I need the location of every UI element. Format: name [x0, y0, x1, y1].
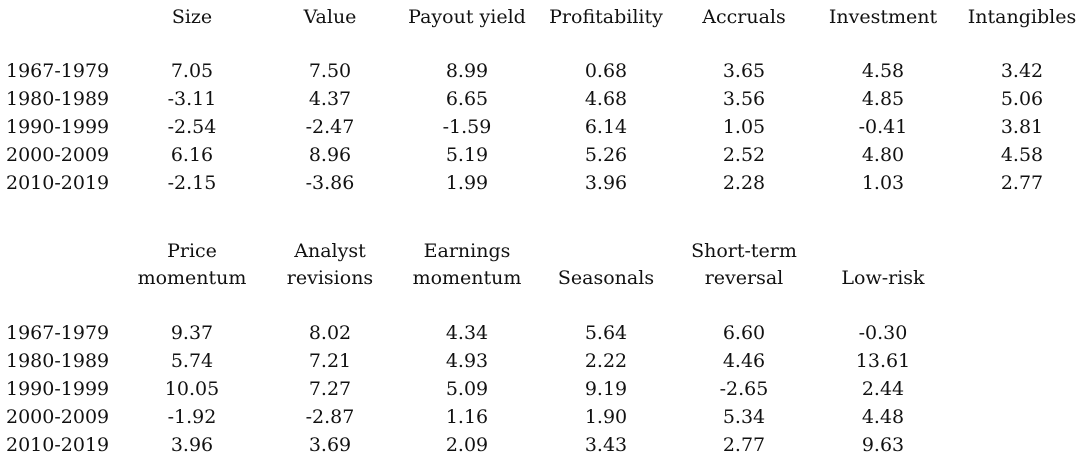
table-cell: -3.86	[305, 172, 355, 194]
table-cell: 0.68	[584, 60, 628, 82]
table-cell: 5.74	[170, 350, 214, 372]
table-cell: 2.28	[722, 172, 766, 194]
row-label: 1980-1989	[6, 88, 110, 110]
column-header-line1: Short-term	[691, 240, 797, 262]
table-cell: 3.65	[722, 60, 766, 82]
column-header-line2: reversal	[704, 267, 784, 289]
table-cell: -2.15	[167, 172, 217, 194]
table-cell: 4.37	[308, 88, 352, 110]
column-header: Payout yield	[408, 6, 526, 28]
table-cell: 1.90	[584, 406, 628, 428]
table-cell: 2.52	[722, 144, 766, 166]
table-cell: 4.80	[861, 144, 905, 166]
table-cell: 9.37	[170, 322, 214, 344]
table-cell: 9.63	[861, 434, 905, 456]
table-cell: 3.96	[170, 434, 214, 456]
column-header-line2: momentum	[137, 267, 247, 289]
column-header: Size	[171, 6, 213, 28]
table-cell: 8.02	[308, 322, 352, 344]
row-label: 1980-1989	[6, 350, 110, 372]
column-header-line2: momentum	[412, 267, 522, 289]
table-cell: 6.14	[584, 116, 628, 138]
table-cell: -1.92	[167, 406, 217, 428]
table-cell: 4.48	[861, 406, 905, 428]
table-cell: 5.06	[1000, 88, 1044, 110]
table-cell: 8.96	[308, 144, 352, 166]
table-cell: 5.64	[584, 322, 628, 344]
column-header-line1: Analyst	[294, 240, 366, 262]
row-label: 1990-1999	[6, 378, 110, 400]
table-cell: 4.58	[1000, 144, 1044, 166]
table-cell: 10.05	[164, 378, 220, 400]
table-cell: 2.77	[1000, 172, 1044, 194]
table-cell: 7.27	[308, 378, 352, 400]
column-header-line1: Price	[167, 240, 217, 262]
column-header: Intangibles	[967, 6, 1077, 28]
row-label: 2000-2009	[6, 406, 110, 428]
table-cell: 3.56	[722, 88, 766, 110]
table-cell: 3.43	[584, 434, 628, 456]
table-cell: 5.34	[722, 406, 766, 428]
column-header: Profitability	[549, 6, 663, 28]
table-cell: 9.19	[584, 378, 628, 400]
table-cell: -2.87	[305, 406, 355, 428]
table-cell: 4.46	[722, 350, 766, 372]
table-cell: 1.03	[861, 172, 905, 194]
table-cell: 6.65	[445, 88, 489, 110]
table-cell: 2.09	[445, 434, 489, 456]
row-label: 2000-2009	[6, 144, 110, 166]
row-label: 1967-1979	[6, 322, 110, 344]
table-cell: 4.93	[445, 350, 489, 372]
table-cell: -0.41	[858, 116, 908, 138]
table-cell: 5.26	[584, 144, 628, 166]
table-cell: 4.68	[584, 88, 628, 110]
table-cell: 4.58	[861, 60, 905, 82]
table-cell: 4.34	[445, 322, 489, 344]
table-cell: 8.99	[445, 60, 489, 82]
table-cell: -3.11	[167, 88, 217, 110]
table-cell: 3.69	[308, 434, 352, 456]
column-header: Investment	[828, 6, 938, 28]
column-header-line2: Low-risk	[841, 267, 925, 289]
table-cell: 1.16	[445, 406, 489, 428]
table-cell: 7.05	[170, 60, 214, 82]
table-cell: 2.22	[584, 350, 628, 372]
column-header-line2: Seasonals	[557, 267, 655, 289]
table-cell: -2.54	[167, 116, 217, 138]
table-cell: 2.77	[722, 434, 766, 456]
table-cell: 6.16	[170, 144, 214, 166]
table-cell: 1.05	[722, 116, 766, 138]
row-label: 2010-2019	[6, 172, 110, 194]
table-cell: 7.21	[308, 350, 352, 372]
row-label: 2010-2019	[6, 434, 110, 456]
table-cell: 3.96	[584, 172, 628, 194]
table-cell: 6.60	[722, 322, 766, 344]
table-cell: 2.44	[861, 378, 905, 400]
table-cell: -2.65	[719, 378, 769, 400]
column-header: Value	[303, 6, 357, 28]
table-cell: -1.59	[442, 116, 492, 138]
table-cell: 4.85	[861, 88, 905, 110]
table-cell: 3.42	[1000, 60, 1044, 82]
row-label: 1967-1979	[6, 60, 110, 82]
table-cell: 3.81	[1000, 116, 1044, 138]
table-cell: -2.47	[305, 116, 355, 138]
table-cell: 5.09	[445, 378, 489, 400]
table-cell: 7.50	[308, 60, 352, 82]
table-cell: -0.30	[858, 322, 908, 344]
table-cell: 13.61	[855, 350, 911, 372]
row-label: 1990-1999	[6, 116, 110, 138]
table-cell: 1.99	[445, 172, 489, 194]
table-cell: 5.19	[445, 144, 489, 166]
column-header-line1: Earnings	[423, 240, 511, 262]
column-header-line2: revisions	[286, 267, 374, 289]
column-header: Accruals	[702, 6, 786, 28]
